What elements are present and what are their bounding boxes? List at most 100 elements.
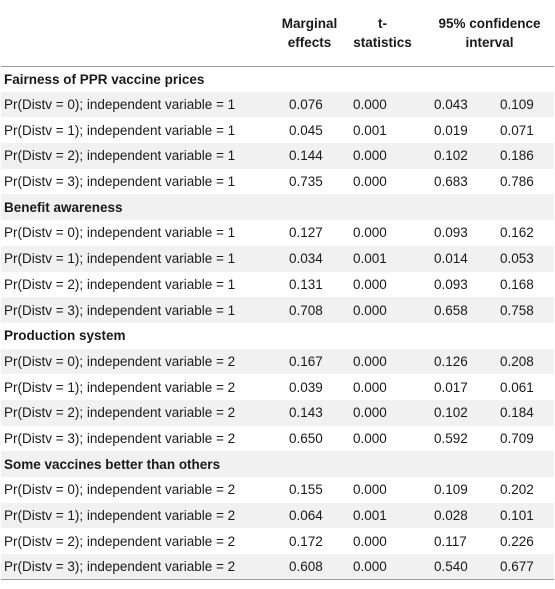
marginal-effect-cell: 0.650 — [289, 430, 323, 446]
marginal-effect-cell: 0.076 — [289, 97, 323, 113]
marginal-effect-cell: 0.039 — [289, 379, 323, 395]
ci-upper-cell: 0.202 — [500, 482, 534, 498]
ci-upper-cell: 0.101 — [500, 508, 534, 524]
ci-lower-cell: 0.126 — [434, 353, 468, 369]
header-t-statistics: t- statistics — [340, 0, 425, 67]
t-statistic-cell: 0.001 — [353, 122, 387, 138]
table-row: Pr(Distv = 0); independent variable = 1 0… — [1, 220, 555, 246]
table-header: Marginal effects t- statistics 95% confi… — [1, 0, 555, 67]
t-statistic-cell: 0.000 — [353, 430, 387, 446]
ci-upper-cell: 0.758 — [500, 302, 534, 318]
row-label: Pr(Distv = 3); independent variable = 1 — [4, 174, 236, 190]
section-title: Fairness of PPR vaccine prices — [4, 71, 205, 87]
row-label: Pr(Distv = 2); independent variable = 2 — [4, 533, 236, 549]
ci-upper-cell: 0.709 — [500, 430, 534, 446]
table-row: Pr(Distv = 1); independent variable = 1 0… — [1, 117, 555, 144]
row-label: Pr(Distv = 0); independent variable = 2 — [4, 353, 236, 369]
ci-upper-cell: 0.168 — [500, 276, 534, 292]
t-statistic-cell: 0.000 — [353, 533, 387, 549]
section-header-row: Production system — [1, 322, 555, 349]
ci-lower-cell: 0.014 — [434, 251, 468, 267]
row-label: Pr(Distv = 3); independent variable = 1 — [4, 302, 236, 318]
section-title: Some vaccines better than others — [4, 456, 221, 472]
marginal-effect-cell: 0.608 — [279, 554, 340, 581]
row-label: Pr(Distv = 0); independent variable = 1 — [4, 97, 236, 113]
section-header-row: Benefit awareness — [1, 194, 555, 221]
t-statistic-cell: 0.000 — [353, 302, 387, 318]
row-label: Pr(Distv = 3); independent variable = 2 — [1, 554, 279, 581]
table-row: Pr(Distv = 1); independent variable = 1 0… — [1, 245, 555, 272]
t-statistic-cell: 0.000 — [353, 405, 387, 421]
ci-lower-cell: 0.592 — [434, 430, 468, 446]
t-statistic-cell: 0.000 — [353, 148, 387, 164]
ci-upper-cell: 0.186 — [500, 148, 534, 164]
row-label: Pr(Distv = 1); independent variable = 1 — [4, 251, 236, 267]
ci-lower-cell: 0.093 — [434, 276, 468, 292]
row-label: Pr(Distv = 1); independent variable = 2 — [4, 508, 236, 524]
section-header-row: Fairness of PPR vaccine prices — [1, 66, 555, 92]
table-row: Pr(Distv = 2); independent variable = 1 0… — [1, 271, 555, 298]
header-variable — [1, 0, 279, 67]
ci-lower-cell: 0.017 — [434, 379, 468, 395]
table-row: Pr(Distv = 0); independent variable = 1 0… — [1, 91, 555, 118]
section-title: Production system — [4, 328, 126, 344]
ci-lower-cell: 0.043 — [434, 97, 468, 113]
marginal-effect-cell: 0.131 — [289, 276, 323, 292]
ci-upper-cell: 0.071 — [500, 122, 534, 138]
table-row: Pr(Distv = 3); independent variable = 1 0… — [1, 297, 555, 323]
ci-upper-cell: 0.208 — [500, 353, 534, 369]
table-row: Pr(Distv = 0); independent variable = 2 0… — [1, 348, 555, 375]
table-row: Pr(Distv = 2); independent variable = 1 0… — [1, 143, 555, 169]
t-statistic-cell: 0.000 — [353, 225, 387, 241]
ci-upper-cell: 0.162 — [500, 225, 534, 241]
t-statistic-cell: 0.000 — [353, 353, 387, 369]
ci-upper-cell: 0.053 — [500, 251, 534, 267]
t-statistic-cell: 0.000 — [340, 554, 425, 581]
ci-lower-cell: 0.093 — [434, 225, 468, 241]
section-title: Benefit awareness — [4, 199, 123, 215]
row-label: Pr(Distv = 1); independent variable = 1 — [4, 122, 236, 138]
section-header-row: Some vaccines better than others — [1, 451, 555, 477]
marginal-effect-cell: 0.167 — [289, 353, 323, 369]
t-statistic-cell: 0.001 — [353, 508, 387, 524]
t-statistic-cell: 0.001 — [353, 251, 387, 267]
ci-upper-cell: 0.061 — [500, 379, 534, 395]
table-row: Pr(Distv = 1); independent variable = 2 0… — [1, 502, 555, 529]
table-body: Fairness of PPR vaccine prices Pr(Distv =… — [1, 66, 555, 581]
header-confidence-interval: 95% confidence interval — [425, 0, 555, 67]
ci-lower-cell: 0.028 — [434, 508, 468, 524]
t-statistic-cell: 0.000 — [353, 276, 387, 292]
t-statistic-cell: 0.000 — [353, 97, 387, 113]
marginal-effect-cell: 0.144 — [289, 148, 323, 164]
header-marginal-effects: Marginal effects — [279, 0, 340, 67]
row-label: Pr(Distv = 2); independent variable = 2 — [4, 405, 236, 421]
ci-lower-cell: 0.117 — [434, 533, 467, 549]
marginal-effect-cell: 0.034 — [289, 251, 323, 267]
table-row: Pr(Distv = 2); independent variable = 2 0… — [1, 399, 555, 426]
marginal-effect-cell: 0.064 — [289, 508, 323, 524]
marginal-effect-cell: 0.045 — [289, 122, 323, 138]
row-label: Pr(Distv = 3); independent variable = 2 — [4, 430, 236, 446]
ci-upper-cell: 0.786 — [500, 174, 534, 190]
ci-upper-cell: 0.184 — [500, 405, 534, 421]
row-label: Pr(Distv = 2); independent variable = 1 — [4, 148, 236, 164]
row-label: Pr(Distv = 2); independent variable = 1 — [4, 276, 236, 292]
ci-upper-cell: 0.226 — [500, 533, 534, 549]
ci-lower-cell: 0.540 — [425, 554, 488, 581]
ci-upper-cell: 0.109 — [500, 97, 534, 113]
ci-lower-cell: 0.683 — [434, 174, 468, 190]
ci-lower-cell: 0.109 — [434, 482, 468, 498]
table-row: Pr(Distv = 2); independent variable = 2 0… — [1, 528, 555, 555]
marginal-effect-cell: 0.735 — [289, 174, 323, 190]
ci-lower-cell: 0.102 — [434, 405, 468, 421]
marginal-effect-cell: 0.172 — [289, 533, 323, 549]
t-statistic-cell: 0.000 — [353, 482, 387, 498]
t-statistic-cell: 0.000 — [353, 174, 387, 190]
t-statistic-cell: 0.000 — [353, 379, 387, 395]
table-row: Pr(Distv = 0); independent variable = 2 0… — [1, 477, 555, 503]
ci-upper-cell: 0.677 — [488, 554, 555, 581]
ci-lower-cell: 0.019 — [434, 122, 468, 138]
marginal-effect-cell: 0.708 — [289, 302, 323, 318]
table-row: Pr(Distv = 3); independent variable = 1 0… — [1, 168, 555, 195]
